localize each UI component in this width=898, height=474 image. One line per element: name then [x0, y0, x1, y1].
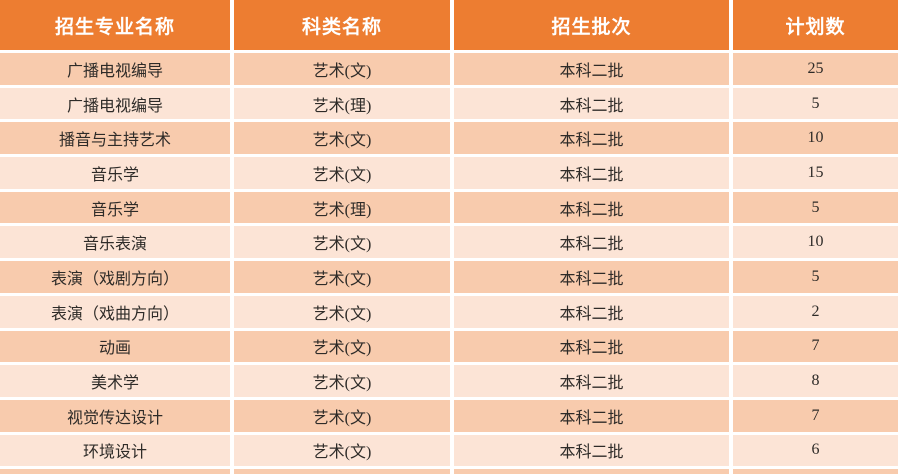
cell-major: 视觉传达设计	[0, 399, 230, 432]
cell-category: 艺术(理)	[234, 87, 450, 120]
cell-major: 音乐学	[0, 191, 230, 224]
cell-plan: 10	[733, 226, 898, 259]
cell-major: 广播电视编导	[0, 53, 230, 85]
cell-major: 美术学	[0, 365, 230, 397]
cell-category: 艺术(文)	[234, 330, 450, 363]
cell-major: 表演（戏剧方向）	[0, 261, 230, 293]
cell-major: 动画	[0, 330, 230, 363]
cell-plan: 10	[733, 122, 898, 155]
cell-batch: 本科二批	[454, 261, 729, 293]
cell-batch: 本科二批	[454, 53, 729, 85]
cell-batch: 本科二批	[454, 157, 729, 189]
cell-plan: 25	[733, 53, 898, 85]
cell-major: 环境设计	[0, 434, 230, 467]
cell-batch: 本科二批	[454, 87, 729, 120]
header-plan: 计划数	[733, 0, 898, 50]
cell-plan: 5	[733, 191, 898, 224]
cell-major	[0, 469, 230, 474]
cell-plan: 7	[733, 399, 898, 432]
cell-major: 播音与主持艺术	[0, 122, 230, 155]
cell-batch	[454, 469, 729, 474]
cell-batch: 本科二批	[454, 191, 729, 224]
cell-category: 艺术(文)	[234, 226, 450, 259]
cell-plan: 8	[733, 365, 898, 397]
cell-major: 表演（戏曲方向）	[0, 295, 230, 328]
header-category: 科类名称	[234, 0, 450, 50]
cell-major: 音乐表演	[0, 226, 230, 259]
header-batch: 招生批次	[454, 0, 729, 50]
cell-batch: 本科二批	[454, 399, 729, 432]
cell-category: 艺术(理)	[234, 191, 450, 224]
cell-plan: 15	[733, 157, 898, 189]
cell-category: 艺术(文)	[234, 295, 450, 328]
cell-major: 音乐学	[0, 157, 230, 189]
cell-batch: 本科二批	[454, 295, 729, 328]
cell-batch: 本科二批	[454, 434, 729, 467]
cell-batch: 本科二批	[454, 226, 729, 259]
cell-category: 艺术(文)	[234, 434, 450, 467]
cell-plan: 5	[733, 261, 898, 293]
cell-plan	[733, 469, 898, 474]
cell-category: 艺术(文)	[234, 53, 450, 85]
header-major: 招生专业名称	[0, 0, 230, 50]
cell-major: 广播电视编导	[0, 87, 230, 120]
cell-batch: 本科二批	[454, 330, 729, 363]
cell-plan: 2	[733, 295, 898, 328]
cell-category: 艺术(文)	[234, 122, 450, 155]
cell-plan: 7	[733, 330, 898, 363]
cell-batch: 本科二批	[454, 365, 729, 397]
cell-category: 艺术(文)	[234, 157, 450, 189]
cell-plan: 6	[733, 434, 898, 467]
cell-plan: 5	[733, 87, 898, 120]
cell-category	[234, 469, 450, 474]
cell-category: 艺术(文)	[234, 399, 450, 432]
cell-category: 艺术(文)	[234, 365, 450, 397]
cell-category: 艺术(文)	[234, 261, 450, 293]
cell-batch: 本科二批	[454, 122, 729, 155]
